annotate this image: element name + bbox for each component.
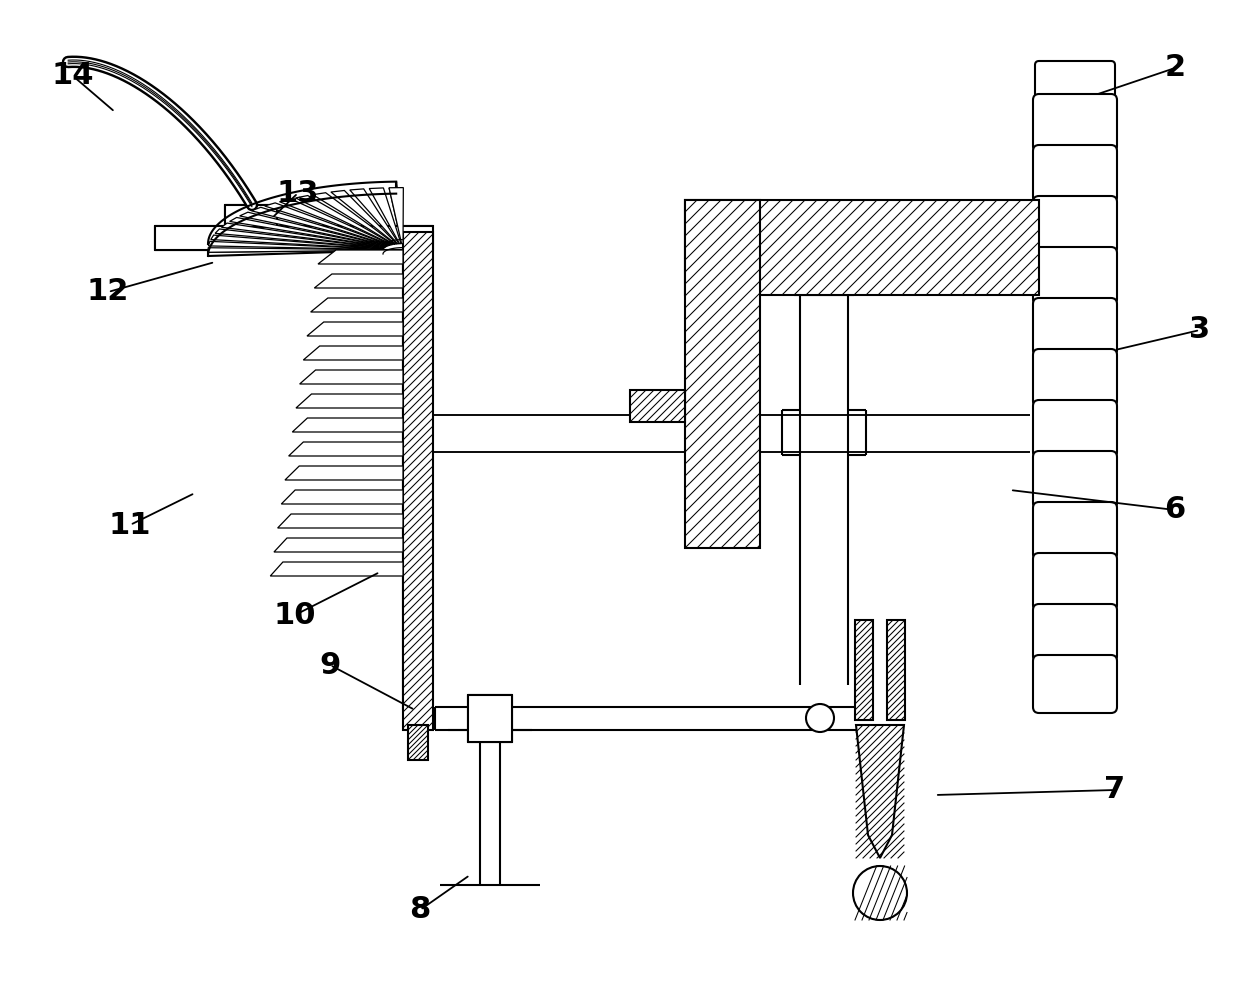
Polygon shape [224, 205, 277, 227]
Polygon shape [308, 322, 403, 336]
Polygon shape [278, 514, 403, 528]
Polygon shape [304, 346, 403, 360]
FancyBboxPatch shape [1033, 655, 1117, 713]
Polygon shape [630, 390, 684, 422]
Text: 9: 9 [320, 651, 341, 680]
FancyBboxPatch shape [1033, 502, 1117, 560]
Text: 11: 11 [109, 511, 151, 540]
Polygon shape [311, 298, 403, 312]
Polygon shape [856, 725, 904, 858]
Polygon shape [239, 212, 387, 246]
Polygon shape [222, 223, 384, 248]
Polygon shape [389, 187, 403, 244]
Polygon shape [467, 695, 512, 742]
Text: 13: 13 [277, 179, 319, 207]
Text: 6: 6 [1164, 495, 1185, 525]
Polygon shape [208, 241, 383, 250]
Polygon shape [300, 370, 403, 384]
Polygon shape [229, 217, 386, 247]
Polygon shape [208, 248, 383, 252]
Polygon shape [887, 620, 905, 720]
FancyBboxPatch shape [1033, 553, 1117, 611]
Polygon shape [408, 725, 428, 760]
Polygon shape [215, 229, 384, 248]
FancyBboxPatch shape [1035, 61, 1115, 99]
Polygon shape [293, 418, 403, 432]
Circle shape [853, 866, 906, 920]
Text: 8: 8 [409, 896, 430, 925]
Polygon shape [281, 490, 403, 504]
Polygon shape [296, 394, 403, 408]
Polygon shape [684, 200, 1039, 295]
FancyBboxPatch shape [1033, 247, 1117, 305]
Polygon shape [252, 207, 388, 246]
FancyBboxPatch shape [1033, 145, 1117, 203]
FancyBboxPatch shape [1033, 298, 1117, 356]
FancyBboxPatch shape [1033, 604, 1117, 662]
Circle shape [806, 704, 835, 732]
Polygon shape [331, 190, 397, 244]
Polygon shape [684, 200, 760, 548]
Polygon shape [314, 274, 403, 288]
Polygon shape [295, 195, 393, 245]
Text: 14: 14 [52, 62, 94, 90]
Polygon shape [317, 250, 403, 264]
Polygon shape [312, 192, 396, 244]
Polygon shape [270, 562, 403, 576]
Polygon shape [274, 538, 403, 552]
Polygon shape [370, 187, 401, 244]
FancyBboxPatch shape [1033, 94, 1117, 152]
Polygon shape [285, 466, 403, 480]
Polygon shape [264, 203, 389, 245]
Polygon shape [856, 620, 873, 720]
Polygon shape [279, 199, 392, 245]
FancyBboxPatch shape [1033, 196, 1117, 254]
Text: 12: 12 [87, 278, 129, 307]
Polygon shape [289, 442, 403, 456]
FancyBboxPatch shape [1033, 451, 1117, 509]
FancyBboxPatch shape [1033, 349, 1117, 407]
Polygon shape [155, 226, 433, 250]
Text: 7: 7 [1105, 776, 1126, 805]
FancyBboxPatch shape [1033, 400, 1117, 458]
Polygon shape [211, 235, 383, 249]
Polygon shape [403, 232, 433, 730]
Text: 3: 3 [1189, 315, 1210, 344]
Text: 10: 10 [274, 600, 316, 630]
Polygon shape [350, 188, 399, 244]
Text: 2: 2 [1164, 54, 1185, 82]
